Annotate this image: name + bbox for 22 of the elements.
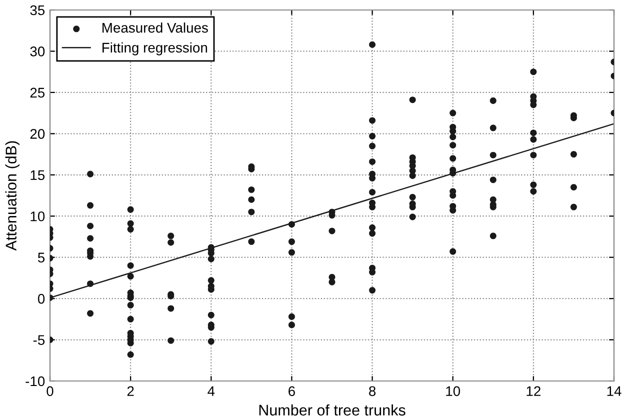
x-tick-label: 12 xyxy=(526,386,540,396)
x-tick-label: 0 xyxy=(46,386,54,396)
y-tick-label: -5 xyxy=(33,335,45,345)
y-tick-label: 30 xyxy=(30,46,45,56)
legend-label: Fitting regression xyxy=(102,42,208,56)
y-tick-label: 20 xyxy=(30,129,45,139)
x-tick-label: 8 xyxy=(369,386,376,396)
x-tick-label: 6 xyxy=(288,386,295,396)
x-tick-label: 4 xyxy=(208,386,215,396)
y-tick-label: 35 xyxy=(30,5,45,16)
x-tick-label: 10 xyxy=(446,386,460,396)
y-tick-label: -10 xyxy=(26,376,45,386)
x-tick-label: 14 xyxy=(607,386,622,396)
y-tick-label: 15 xyxy=(30,170,45,180)
y-tick-label: 5 xyxy=(38,252,45,263)
y-tick-label: 10 xyxy=(30,211,45,222)
y-tick-label: 0 xyxy=(38,294,45,304)
y-axis-title: Attenuation (dB) xyxy=(5,141,20,251)
x-tick-label: 2 xyxy=(127,386,134,396)
x-axis-title: Number of tree trunks xyxy=(259,404,406,416)
y-tick-label: 25 xyxy=(30,88,45,98)
legend-label: Measured Values xyxy=(102,22,208,33)
